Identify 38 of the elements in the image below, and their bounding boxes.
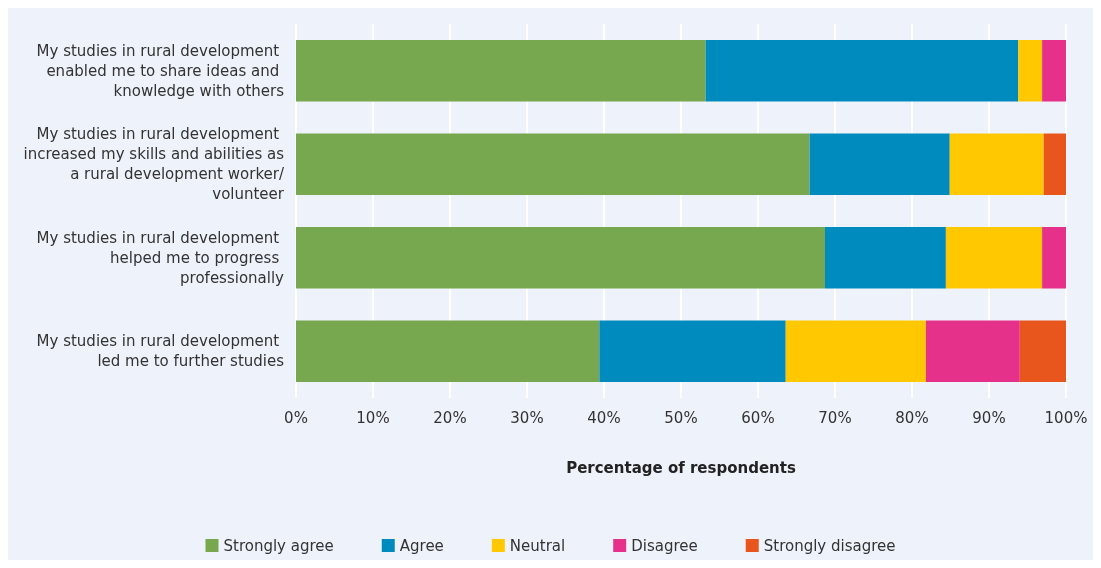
bar [945,226,1043,289]
bar [1042,39,1066,102]
y-tick-label: My studies in rural development helped me to progress professionally [36,228,285,287]
bar [1019,320,1066,383]
bar [925,320,1020,383]
legend-label: Strongly disagree [763,536,896,555]
bar [824,226,946,289]
x-tick-label: 90% [972,408,1006,427]
bar [705,39,1019,102]
legend-label: Strongly agree [223,536,334,555]
bar [785,320,926,383]
x-tick-label: 50% [664,408,698,427]
y-tick-label: My studies in rural development increased my skills and abilities as a rural development worker/volunteer [23,125,285,204]
legend-label: Disagree [631,536,698,555]
bar [296,226,825,289]
x-axis-title: Percentage of respondents [566,458,796,477]
x-tick-label: 80% [895,408,929,427]
y-tick-label: My studies in rural development enabled me to share ideas and knowledge with others [36,41,285,100]
x-tick-label: 20% [433,408,467,427]
x-tick-label: 40% [587,408,621,427]
bar [599,320,786,383]
bar [296,320,600,383]
bar [809,133,950,196]
bar [296,39,706,102]
bar [1042,226,1066,289]
x-tick-label: 30% [510,408,544,427]
bar [1018,39,1043,102]
bar [1043,133,1066,196]
y-tick-label: My studies in rural development led me to further studies [36,332,285,371]
bar [949,133,1044,196]
legend-label: Neutral [509,536,566,555]
x-tick-label: 70% [818,408,852,427]
x-tick-label: 10% [356,408,390,427]
x-tick-label: 100% [1044,408,1088,427]
x-tick-label: 0% [284,408,308,427]
legend-label: Agree [399,536,444,555]
bar [296,133,810,196]
x-tick-label: 60% [741,408,775,427]
